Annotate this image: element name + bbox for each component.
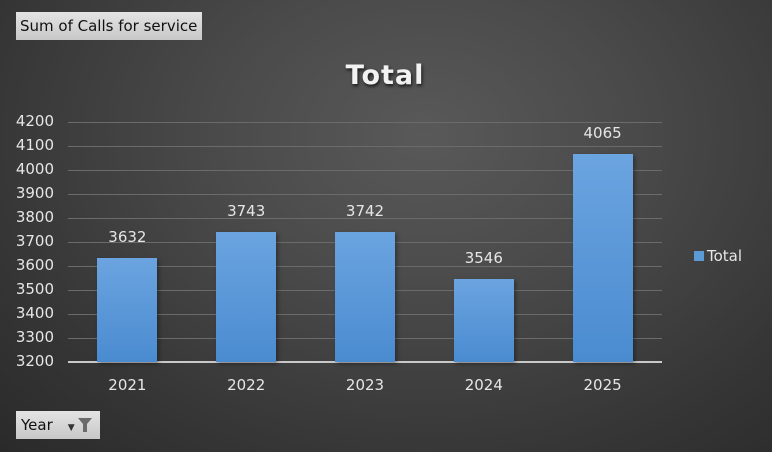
y-tick-label: 3500 <box>15 280 54 298</box>
y-tick-label: 3700 <box>15 232 54 250</box>
bar-2023[interactable] <box>335 231 395 362</box>
legend[interactable]: Total <box>694 247 742 265</box>
gridline <box>68 122 662 123</box>
bar-2025[interactable] <box>572 154 633 362</box>
x-tick-label: 2021 <box>108 376 147 394</box>
y-tick-label: 4200 <box>15 112 54 130</box>
legend-label: Total <box>707 247 743 265</box>
legend-swatch <box>694 251 704 261</box>
axis-field-button-year[interactable]: Year ▼ <box>16 411 100 439</box>
x-tick-label: 2024 <box>464 376 503 394</box>
values-field-button[interactable]: Sum of Calls for service <box>16 12 202 40</box>
data-label: 3742 <box>345 201 385 220</box>
x-tick-label: 2023 <box>345 376 385 394</box>
gridline <box>68 218 662 219</box>
dropdown-arrow-icon: ▼ <box>67 423 75 433</box>
bar-2021[interactable] <box>97 258 158 362</box>
chart-title: Total <box>345 60 425 91</box>
data-label: 4065 <box>583 124 622 143</box>
data-label: 3743 <box>227 201 266 220</box>
data-label: 3546 <box>464 248 503 267</box>
y-tick-label: 3600 <box>15 256 54 274</box>
data-label: 3632 <box>108 228 147 247</box>
bar-2022[interactable] <box>216 231 277 362</box>
y-tick-label: 3400 <box>15 304 54 322</box>
axis-field-label: Year <box>21 416 53 434</box>
y-tick-label: 3200 <box>15 352 54 370</box>
gridline <box>68 170 662 171</box>
gridline <box>68 146 662 147</box>
bar-2024[interactable] <box>453 278 514 362</box>
gridline <box>68 194 662 195</box>
values-field-label: Sum of Calls for service <box>20 17 198 35</box>
y-tick-label: 3800 <box>15 208 54 226</box>
x-tick-label: 2022 <box>227 376 266 394</box>
x-axis-line <box>68 361 662 363</box>
y-tick-label: 4000 <box>15 160 54 178</box>
y-tick-label: 4100 <box>15 136 54 154</box>
y-tick-label: 3900 <box>15 184 54 202</box>
x-tick-label: 2025 <box>583 376 622 394</box>
y-tick-label: 3300 <box>15 328 54 346</box>
filter-icon <box>77 418 92 432</box>
